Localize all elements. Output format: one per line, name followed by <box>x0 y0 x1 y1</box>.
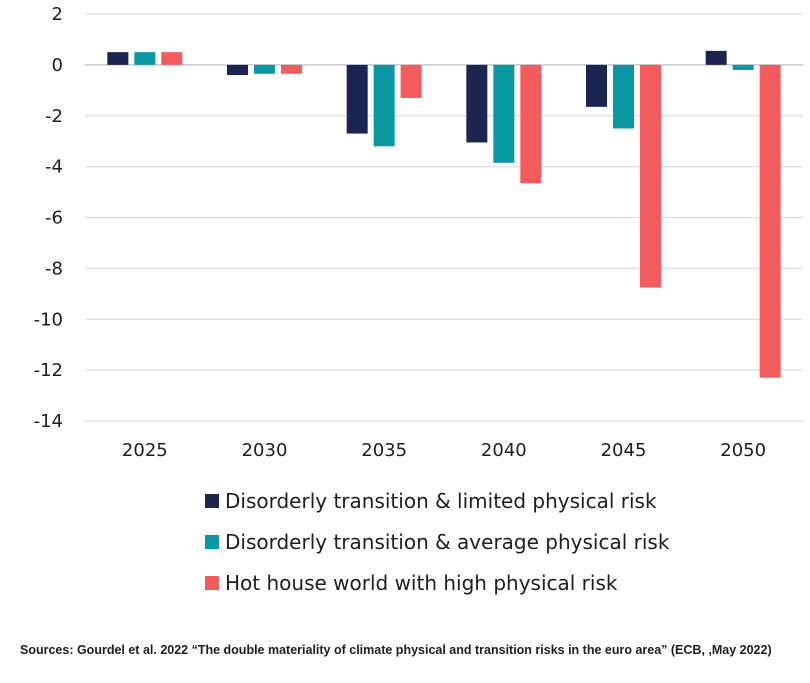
bar <box>640 64 661 288</box>
bar <box>400 64 422 98</box>
x-tick-label: 2040 <box>481 440 527 461</box>
legend-label: Disorderly transition & average physical… <box>225 529 670 554</box>
legend-swatch <box>205 493 219 508</box>
bar <box>520 64 542 184</box>
y-tick-label: -10 <box>34 309 63 330</box>
bar <box>759 64 781 378</box>
bar <box>134 52 156 65</box>
gridlines <box>85 13 803 422</box>
bar <box>161 52 183 65</box>
x-tick-label: 2025 <box>122 440 168 461</box>
y-tick-label: -2 <box>45 106 63 127</box>
x-axis-tick-labels: 2025 2030 2035 2040 2045 2050 <box>122 440 766 461</box>
bar <box>466 64 488 143</box>
y-axis-tick-labels: 2 0 -2 -4 -6 -8 -10 -12 -14 <box>34 4 63 432</box>
bar <box>705 50 727 65</box>
bar <box>732 64 754 70</box>
bars <box>107 50 781 378</box>
y-tick-label: -14 <box>34 411 63 432</box>
bar <box>586 64 607 107</box>
legend-item: Hot house world with high physical risk <box>205 562 669 603</box>
bar <box>227 64 248 76</box>
y-tick-label: -4 <box>45 157 63 178</box>
bar <box>281 64 302 74</box>
y-tick-label: 0 <box>52 55 63 76</box>
x-tick-label: 2030 <box>242 440 288 461</box>
legend: Disorderly transition & limited physical… <box>205 480 669 603</box>
legend-label: Disorderly transition & limited physical… <box>225 488 657 513</box>
bar <box>346 64 368 134</box>
x-tick-label: 2035 <box>361 440 407 461</box>
bar <box>107 52 129 65</box>
y-tick-label: -8 <box>45 258 63 279</box>
legend-swatch <box>205 575 219 590</box>
bar <box>373 64 395 147</box>
x-tick-label: 2050 <box>720 440 766 461</box>
y-tick-label: 2 <box>52 4 63 25</box>
y-tick-label: -12 <box>34 360 63 381</box>
legend-label: Hot house world with high physical risk <box>225 570 618 595</box>
x-tick-label: 2045 <box>601 440 647 461</box>
legend-item: Disorderly transition & average physical… <box>205 521 669 562</box>
y-tick-label: -6 <box>45 208 63 229</box>
bar <box>254 64 275 74</box>
legend-item: Disorderly transition & limited physical… <box>205 480 669 521</box>
legend-swatch <box>205 534 219 549</box>
source-note: Sources: Gourdel et al. 2022 “The double… <box>20 643 772 657</box>
bar <box>613 64 634 129</box>
bar <box>493 64 515 163</box>
bar-chart: 2 0 -2 -4 -6 -8 -10 -12 -14 2025 2030 2035 2040 2045… <box>34 4 803 461</box>
